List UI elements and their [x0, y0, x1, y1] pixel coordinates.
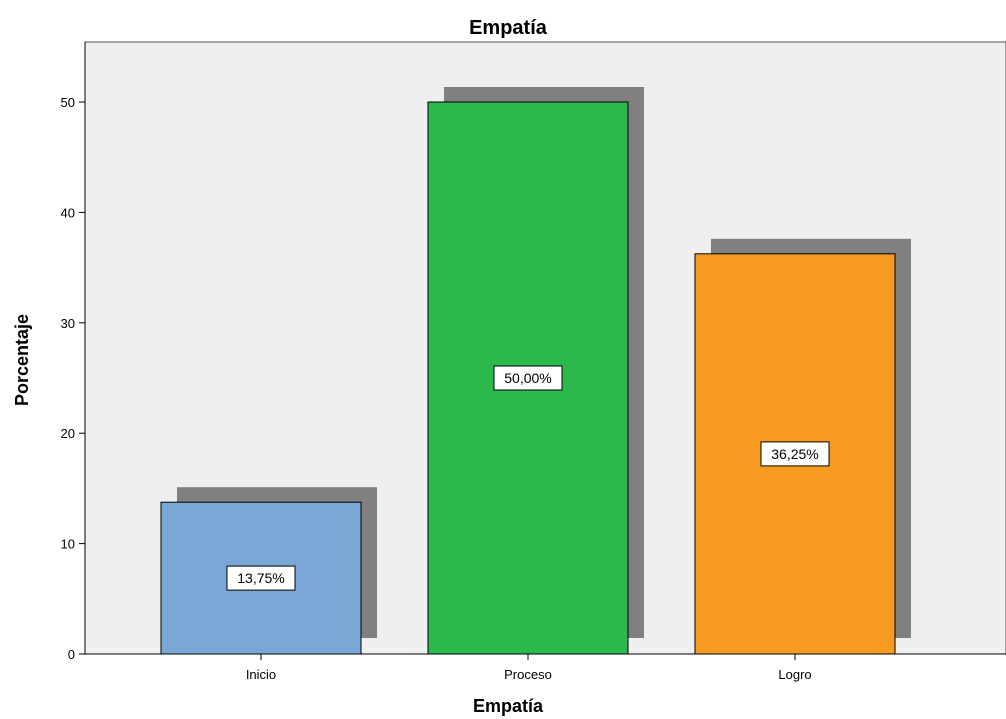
y-axis: 0 10 20 30 40 50	[61, 42, 85, 662]
data-label: 50,00%	[504, 370, 551, 386]
y-tick-label: 10	[61, 537, 75, 552]
y-tick-label: 50	[61, 95, 75, 110]
y-tick-label: 40	[61, 205, 75, 220]
x-axis-title: Empatía	[473, 696, 544, 716]
y-tick-label: 0	[68, 647, 75, 662]
y-axis-title: Porcentaje	[12, 314, 32, 406]
y-tick-label: 30	[61, 316, 75, 331]
x-tick-label: Logro	[778, 667, 811, 682]
data-label: 13,75%	[237, 570, 284, 586]
x-tick-label: Inicio	[246, 667, 276, 682]
x-tick-label: Proceso	[504, 667, 552, 682]
x-axis: Inicio Proceso Logro	[85, 654, 1006, 682]
chart-title: Empatía	[469, 17, 548, 39]
data-label: 36,25%	[771, 446, 818, 462]
y-tick-label: 20	[61, 426, 75, 441]
